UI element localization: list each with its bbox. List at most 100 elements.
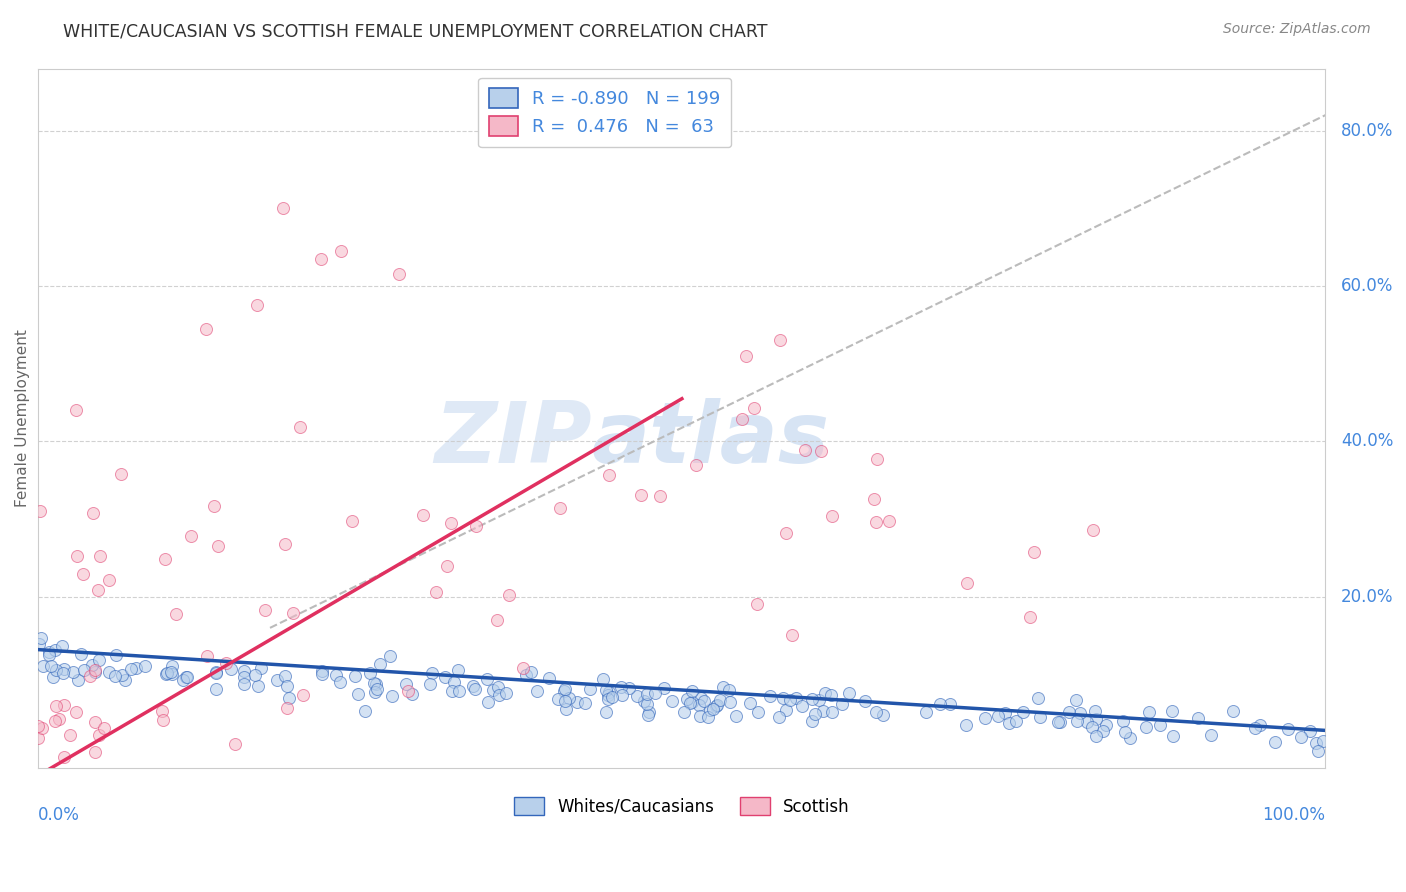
Point — [650, 489, 672, 503]
Text: atlas: atlas — [592, 398, 830, 481]
Point — [498, 588, 520, 602]
Point — [233, 676, 256, 690]
Point — [1149, 718, 1171, 732]
Point — [644, 685, 666, 699]
Point — [725, 709, 748, 723]
Point — [1137, 705, 1160, 719]
Point — [277, 690, 299, 705]
Point — [706, 698, 728, 713]
Point — [288, 420, 311, 434]
Point — [172, 673, 194, 687]
Point — [877, 514, 900, 528]
Point — [690, 690, 713, 705]
Point — [526, 684, 548, 698]
Point — [276, 679, 298, 693]
Point — [205, 665, 228, 679]
Point — [673, 705, 696, 719]
Point — [311, 664, 333, 678]
Point — [994, 706, 1017, 721]
Point — [59, 728, 82, 742]
Point — [84, 665, 107, 680]
Point — [364, 676, 387, 690]
Point — [801, 692, 824, 706]
Point — [180, 529, 202, 543]
Point — [794, 442, 817, 457]
Point — [65, 549, 87, 564]
Point — [1064, 693, 1087, 707]
Point — [820, 688, 842, 702]
Point — [104, 648, 127, 663]
Point — [801, 714, 824, 728]
Point — [110, 467, 132, 481]
Point — [464, 518, 486, 533]
Point — [41, 658, 63, 673]
Point — [865, 705, 887, 719]
Point — [120, 661, 142, 675]
Point — [654, 681, 676, 695]
Point — [247, 679, 270, 693]
Point — [28, 636, 51, 650]
Point — [955, 717, 977, 731]
Point — [412, 508, 434, 522]
Point — [364, 685, 387, 699]
Point — [1092, 724, 1115, 739]
Text: 100.0%: 100.0% — [1263, 806, 1326, 824]
Point — [554, 694, 576, 708]
Point — [814, 686, 837, 700]
Point — [598, 467, 620, 482]
Point — [464, 681, 486, 696]
Point — [696, 709, 718, 723]
Point — [48, 712, 70, 726]
Point — [434, 670, 457, 684]
Point — [595, 682, 617, 697]
Point — [447, 664, 470, 678]
Point — [381, 689, 404, 703]
Point — [609, 680, 631, 694]
Point — [1012, 706, 1035, 720]
Point — [1118, 731, 1140, 746]
Point — [114, 673, 136, 687]
Point — [702, 702, 724, 716]
Point — [1049, 715, 1071, 730]
Point — [42, 671, 65, 685]
Point — [779, 693, 801, 707]
Point — [162, 659, 184, 673]
Point — [617, 681, 640, 695]
Point — [731, 412, 754, 426]
Point — [62, 665, 84, 680]
Point — [661, 694, 683, 708]
Text: Source: ZipAtlas.com: Source: ZipAtlas.com — [1223, 22, 1371, 37]
Point — [89, 549, 111, 563]
Point — [1066, 714, 1088, 728]
Point — [246, 298, 269, 312]
Point — [73, 663, 96, 677]
Point — [630, 488, 652, 502]
Point — [747, 597, 769, 611]
Point — [274, 537, 297, 551]
Point — [27, 731, 49, 745]
Point — [388, 268, 411, 282]
Point — [205, 666, 228, 681]
Point — [84, 664, 107, 678]
Point — [344, 669, 367, 683]
Point — [215, 656, 238, 670]
Point — [821, 508, 844, 523]
Point — [53, 698, 76, 712]
Point — [987, 709, 1010, 723]
Point — [1187, 711, 1209, 725]
Point — [553, 684, 575, 698]
Point — [637, 705, 659, 719]
Point — [205, 681, 228, 696]
Point — [1069, 706, 1091, 720]
Point — [398, 683, 420, 698]
Point — [810, 443, 832, 458]
Point — [368, 657, 391, 672]
Point — [939, 698, 962, 712]
Point — [380, 649, 402, 664]
Point — [329, 244, 352, 258]
Point — [1094, 717, 1116, 731]
Point — [495, 686, 517, 700]
Point — [1019, 610, 1042, 624]
Text: 60.0%: 60.0% — [1341, 277, 1393, 295]
Y-axis label: Female Unemployment: Female Unemployment — [15, 329, 30, 507]
